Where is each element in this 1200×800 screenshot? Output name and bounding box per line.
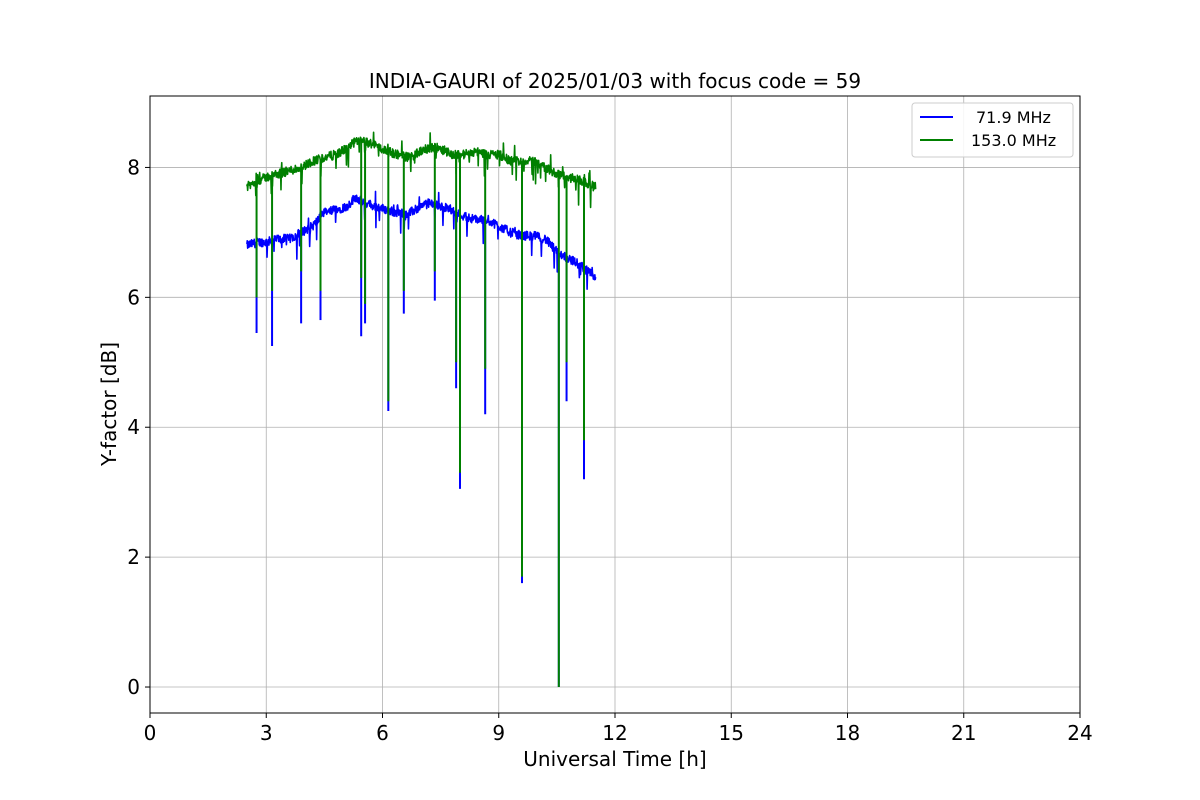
y-tick-label: 2 <box>127 545 140 569</box>
x-tick-label: 15 <box>719 721 744 745</box>
legend-label-153-0: 153.0 MHz <box>971 131 1056 150</box>
x-tick-label: 12 <box>602 721 627 745</box>
plot-lines <box>246 131 597 688</box>
x-tick-label: 21 <box>951 721 976 745</box>
y-axis-label: Y-factor [dB] <box>97 342 121 467</box>
y-tick-label: 0 <box>127 675 140 699</box>
series-line <box>246 131 597 209</box>
x-axis-label: Universal Time [h] <box>523 747 706 771</box>
chart-title: INDIA-GAURI of 2025/01/03 with focus cod… <box>369 69 861 93</box>
x-tick-label: 9 <box>492 721 505 745</box>
x-tick-label: 3 <box>260 721 273 745</box>
legend: 71.9 MHz 153.0 MHz <box>911 102 1074 158</box>
x-tick-label: 24 <box>1067 721 1092 745</box>
x-tick-label: 0 <box>144 721 157 745</box>
series-1 <box>246 131 597 688</box>
x-tick-label: 18 <box>835 721 860 745</box>
series-line <box>246 190 597 290</box>
y-tick-label: 4 <box>127 415 140 439</box>
y-tick-label: 8 <box>127 155 140 179</box>
x-tick-label: 6 <box>376 721 389 745</box>
y-tick-label: 6 <box>127 285 140 309</box>
legend-label-71-9: 71.9 MHz <box>976 108 1051 127</box>
